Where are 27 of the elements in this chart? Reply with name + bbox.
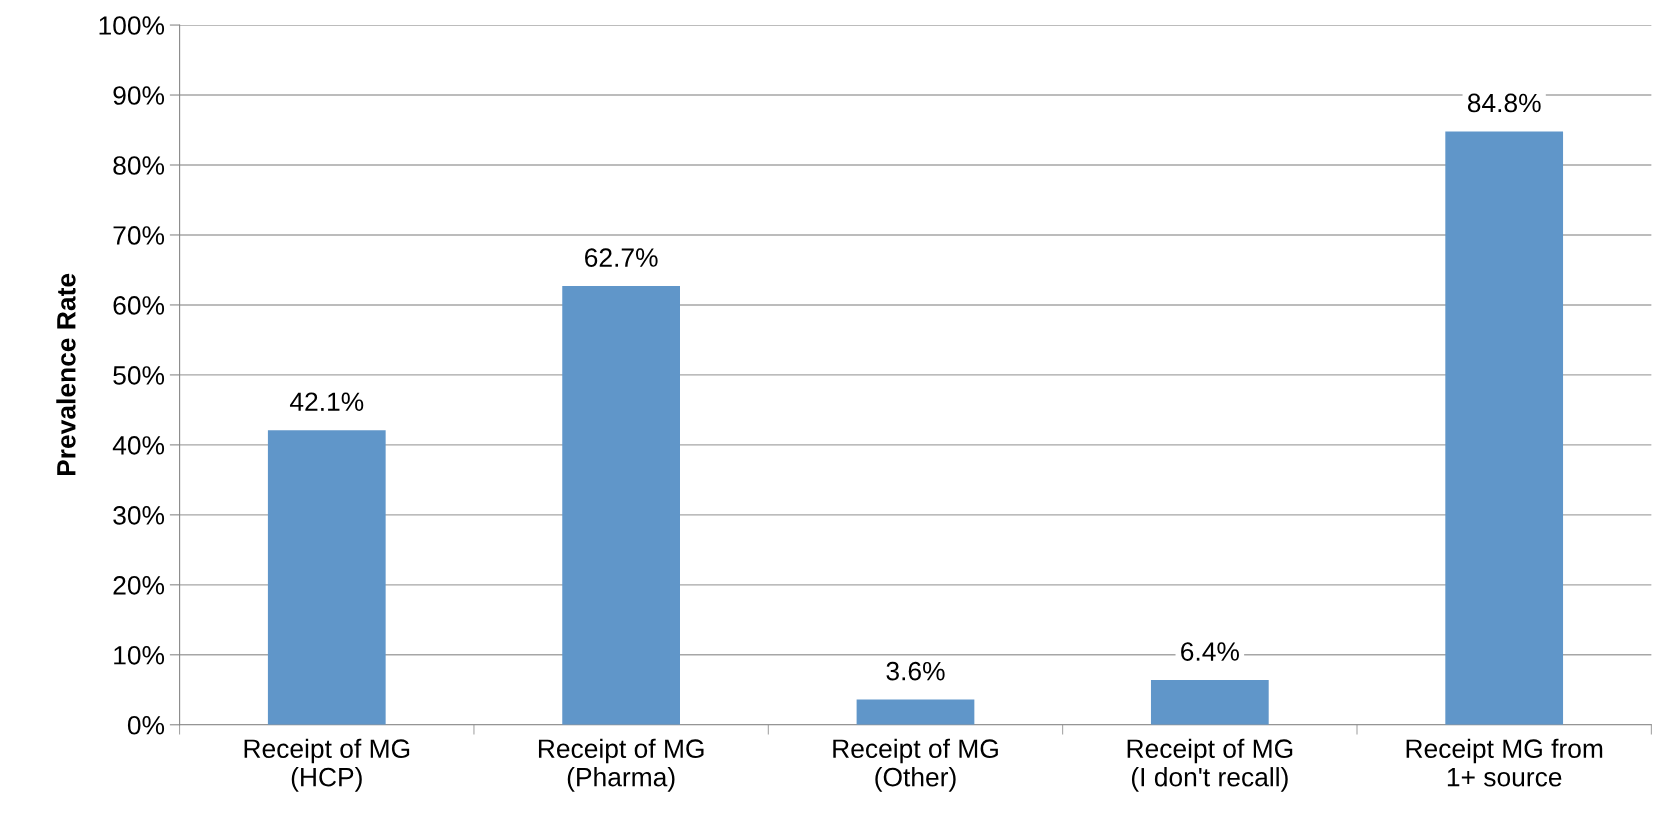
y-tick-label: 80% bbox=[113, 156, 165, 175]
data-label: 42.1% bbox=[289, 392, 364, 411]
data-label: 62.7% bbox=[585, 248, 658, 267]
data-label: 3.6% bbox=[886, 661, 945, 681]
bar bbox=[562, 286, 680, 725]
y-tick-label: 20% bbox=[113, 575, 165, 595]
x-tick-label: Receipt of MG (I don't recall) bbox=[1127, 738, 1293, 792]
y-tick-label: 0% bbox=[127, 715, 165, 735]
y-axis-title: Prevalence Rate bbox=[56, 273, 76, 476]
x-tick-label: Receipt MG from 1+ source bbox=[1406, 738, 1603, 787]
y-tick-label: 60% bbox=[113, 296, 165, 315]
bar bbox=[856, 699, 975, 725]
y-tick-label: 40% bbox=[112, 436, 165, 455]
bar bbox=[1445, 131, 1564, 725]
y-tick-label: 50% bbox=[113, 366, 165, 385]
y-tick-label: 90% bbox=[113, 86, 165, 105]
data-label: 6.4% bbox=[1181, 642, 1239, 661]
bar bbox=[267, 430, 386, 725]
y-tick-label: 100% bbox=[99, 16, 165, 35]
bar bbox=[1150, 680, 1269, 725]
y-tick-label: 10% bbox=[114, 645, 165, 665]
y-tick-label: 30% bbox=[113, 506, 165, 525]
x-tick-label: Receipt of MG (HCP) bbox=[244, 738, 410, 792]
x-tick-label: Receipt of MG (Other) bbox=[833, 738, 998, 792]
x-tick-label: Receipt of MG (Pharma) bbox=[538, 738, 704, 792]
data-label: 84.8% bbox=[1467, 93, 1541, 113]
y-tick-label: 70% bbox=[113, 226, 165, 245]
